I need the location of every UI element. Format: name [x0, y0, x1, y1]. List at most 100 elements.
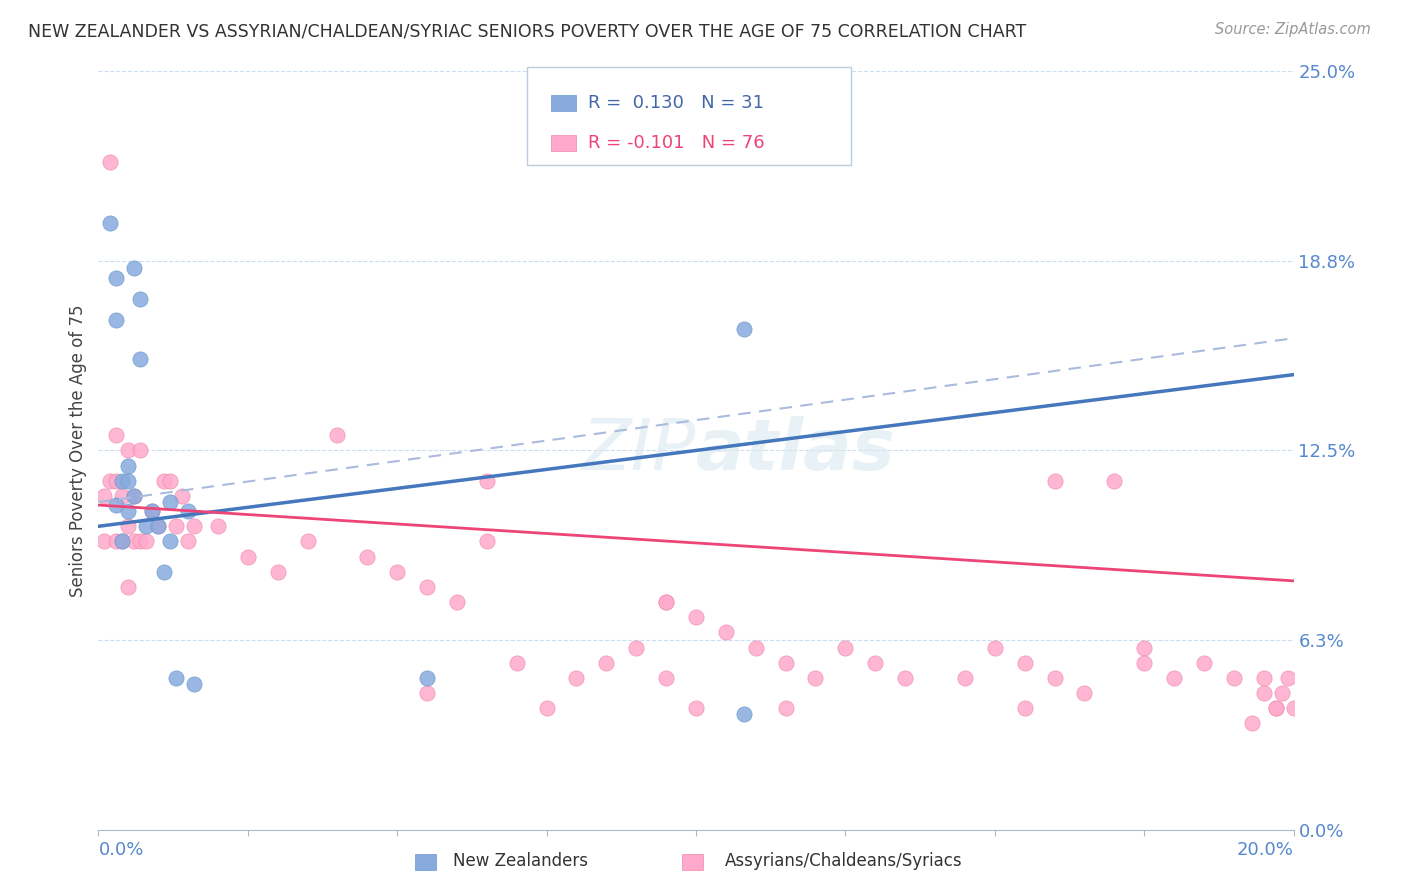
Point — [141, 504, 163, 518]
Point — [129, 443, 152, 458]
Point — [775, 656, 797, 670]
Point — [1264, 701, 1286, 715]
Point — [111, 534, 134, 549]
Point — [1104, 474, 1126, 488]
Point — [124, 261, 146, 276]
Point — [385, 565, 409, 579]
Point — [475, 474, 498, 488]
Point — [129, 534, 152, 549]
Point — [1253, 686, 1275, 700]
Point — [655, 595, 678, 609]
Point — [135, 534, 157, 549]
Point — [159, 495, 181, 509]
Point — [1163, 671, 1185, 685]
Point — [105, 534, 128, 549]
Point — [141, 504, 163, 518]
Point — [685, 610, 707, 624]
Text: R =  0.130   N = 31: R = 0.130 N = 31 — [588, 94, 763, 112]
Point — [536, 701, 558, 715]
Point — [124, 489, 146, 503]
Point — [1014, 656, 1036, 670]
Point — [804, 671, 827, 685]
Point — [1014, 701, 1036, 715]
Point — [356, 549, 378, 564]
Point — [129, 352, 152, 367]
Point — [1043, 671, 1066, 685]
Point — [1282, 701, 1305, 715]
Point — [105, 313, 128, 327]
Point — [153, 474, 176, 488]
Point — [93, 534, 115, 549]
Text: 20.0%: 20.0% — [1237, 841, 1294, 859]
Text: R = -0.101   N = 76: R = -0.101 N = 76 — [588, 134, 765, 152]
Text: New Zealanders: New Zealanders — [453, 852, 588, 870]
Text: Source: ZipAtlas.com: Source: ZipAtlas.com — [1215, 22, 1371, 37]
Point — [117, 519, 139, 533]
Point — [745, 640, 768, 655]
Point — [153, 565, 176, 579]
Point — [1253, 671, 1275, 685]
Point — [416, 580, 439, 594]
Point — [953, 671, 976, 685]
Point — [1043, 474, 1066, 488]
Point — [98, 155, 122, 169]
Point — [984, 640, 1007, 655]
Point — [98, 474, 122, 488]
Point — [183, 677, 205, 691]
Point — [105, 498, 128, 512]
Point — [1133, 656, 1156, 670]
Point — [124, 489, 146, 503]
Point — [177, 504, 200, 518]
Point — [117, 458, 139, 473]
Point — [655, 671, 678, 685]
Point — [183, 519, 205, 533]
Point — [105, 428, 128, 442]
Point — [894, 671, 917, 685]
Point — [565, 671, 588, 685]
Point — [129, 292, 152, 306]
Point — [117, 580, 139, 594]
Point — [111, 474, 134, 488]
Text: NEW ZEALANDER VS ASSYRIAN/CHALDEAN/SYRIAC SENIORS POVERTY OVER THE AGE OF 75 COR: NEW ZEALANDER VS ASSYRIAN/CHALDEAN/SYRIA… — [28, 22, 1026, 40]
Point — [135, 519, 157, 533]
Point — [207, 519, 229, 533]
Text: atlas: atlas — [696, 416, 896, 485]
Point — [267, 565, 290, 579]
Point — [1223, 671, 1246, 685]
Point — [148, 519, 170, 533]
Point — [326, 428, 349, 442]
Point — [1073, 686, 1095, 700]
Point — [111, 534, 134, 549]
Point — [165, 519, 187, 533]
Point — [117, 504, 139, 518]
Point — [834, 640, 856, 655]
Point — [1271, 686, 1294, 700]
Text: ZIP: ZIP — [582, 416, 696, 485]
Point — [165, 671, 187, 685]
Point — [733, 322, 755, 336]
Point — [172, 489, 194, 503]
Point — [124, 534, 146, 549]
Point — [446, 595, 468, 609]
Point — [685, 701, 707, 715]
Point — [1240, 716, 1263, 731]
Point — [733, 707, 755, 722]
Point — [775, 701, 797, 715]
Point — [105, 474, 128, 488]
Point — [159, 474, 181, 488]
Point — [1264, 701, 1286, 715]
Y-axis label: Seniors Poverty Over the Age of 75: Seniors Poverty Over the Age of 75 — [69, 304, 87, 597]
Point — [416, 686, 439, 700]
Point — [98, 216, 122, 230]
Text: 0.0%: 0.0% — [98, 841, 143, 859]
Point — [297, 534, 319, 549]
Point — [1277, 671, 1299, 685]
Point — [159, 534, 181, 549]
Point — [1133, 640, 1156, 655]
Point — [626, 640, 648, 655]
Point — [93, 489, 115, 503]
Point — [655, 595, 678, 609]
Point — [117, 474, 139, 488]
Point — [117, 443, 139, 458]
Point — [865, 656, 887, 670]
